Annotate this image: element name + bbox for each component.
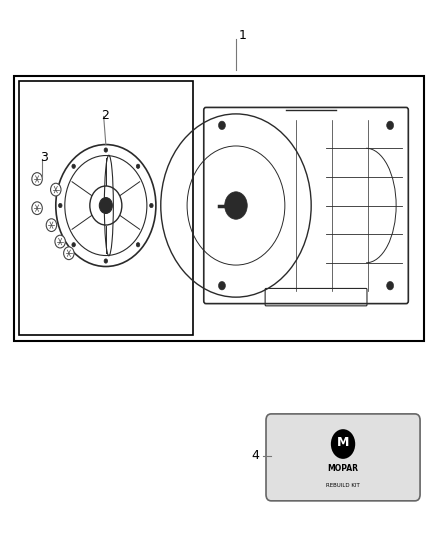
Circle shape — [99, 198, 113, 213]
Circle shape — [387, 281, 394, 290]
Circle shape — [219, 121, 226, 130]
Circle shape — [46, 219, 57, 231]
Circle shape — [387, 121, 394, 130]
Circle shape — [72, 243, 75, 247]
Circle shape — [64, 247, 74, 260]
Circle shape — [331, 429, 355, 459]
Circle shape — [136, 164, 140, 168]
Circle shape — [104, 148, 108, 152]
Text: 2: 2 — [102, 109, 110, 122]
Circle shape — [50, 183, 61, 196]
Circle shape — [55, 235, 65, 248]
Circle shape — [32, 173, 42, 185]
Circle shape — [104, 259, 108, 263]
Circle shape — [72, 164, 75, 168]
FancyBboxPatch shape — [266, 414, 420, 501]
Text: 1: 1 — [239, 29, 247, 42]
Text: M: M — [337, 436, 349, 449]
Circle shape — [32, 202, 42, 215]
Circle shape — [59, 204, 62, 208]
Text: 3: 3 — [40, 151, 48, 164]
Text: MOPAR: MOPAR — [328, 464, 359, 473]
Circle shape — [150, 204, 153, 208]
Circle shape — [136, 243, 140, 247]
Text: REBUILD KIT: REBUILD KIT — [326, 483, 360, 488]
Text: 4: 4 — [252, 449, 260, 462]
Circle shape — [219, 281, 226, 290]
Circle shape — [225, 192, 247, 219]
